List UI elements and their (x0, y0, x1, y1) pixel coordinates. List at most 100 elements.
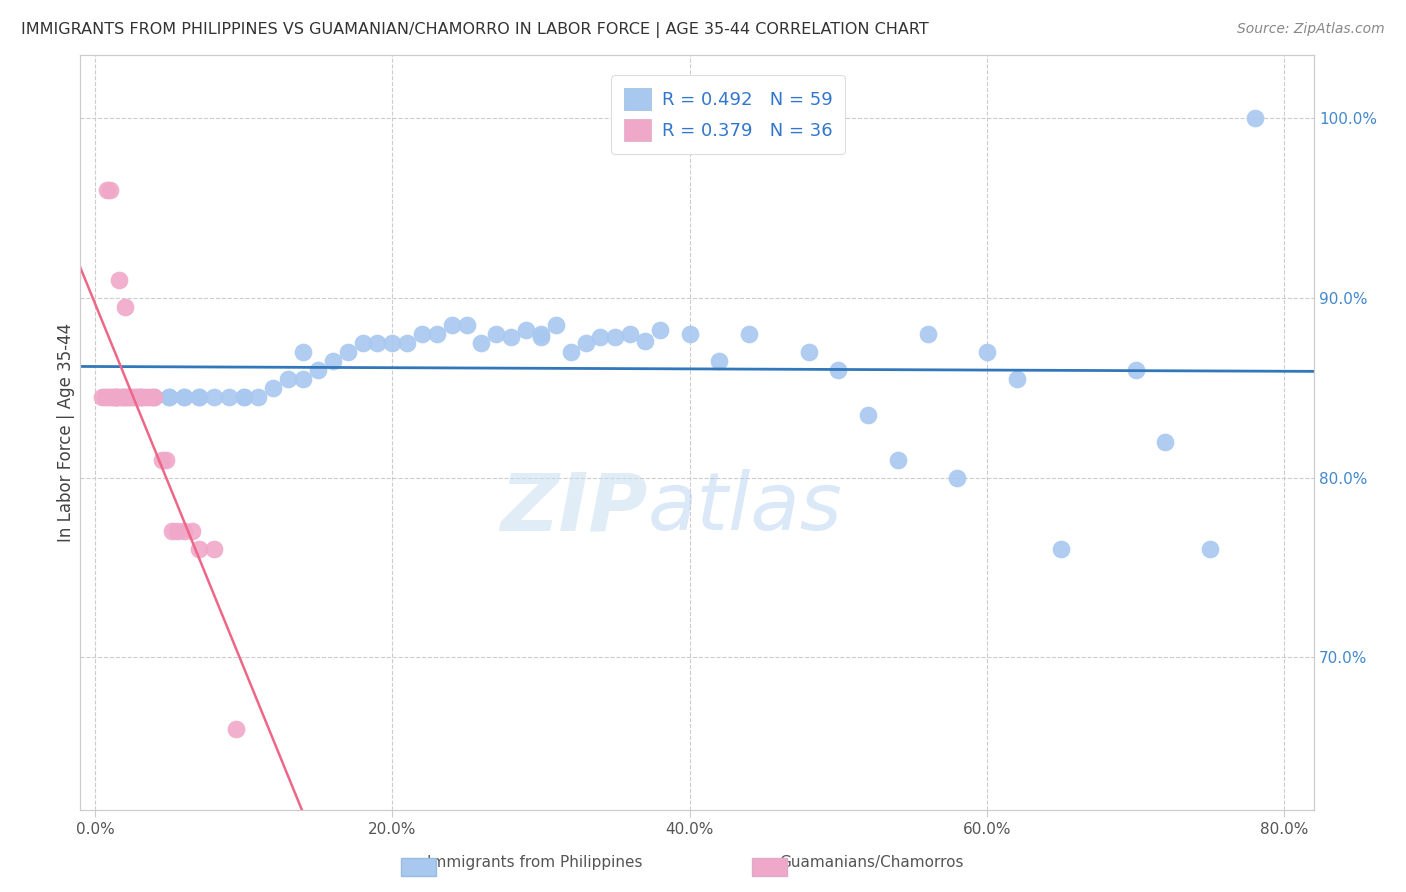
Point (107, 273, 129, 287)
Text: ZIP: ZIP (501, 469, 648, 547)
Point (121, 390, 143, 404)
Point (709, 353, 731, 368)
Point (440, 318, 463, 332)
Point (124, 390, 146, 404)
Point (470, 335, 492, 350)
Point (162, 524, 184, 539)
Point (132, 390, 155, 404)
Point (381, 335, 404, 350)
Point (262, 381, 284, 395)
Point (456, 318, 478, 332)
Text: IMMIGRANTS FROM PHILIPPINES VS GUAMANIAN/CHAMORRO IN LABOR FORCE | AGE 35-44 COR: IMMIGRANTS FROM PHILIPPINES VS GUAMANIAN… (21, 22, 929, 38)
Point (366, 335, 388, 350)
Point (225, 722, 247, 736)
Point (247, 390, 270, 404)
Point (292, 372, 315, 386)
Point (292, 344, 315, 359)
Point (101, 390, 124, 404)
Point (125, 390, 148, 404)
Point (188, 542, 211, 557)
Point (202, 542, 225, 557)
Text: Guamanians/Chamorros: Guamanians/Chamorros (779, 855, 965, 870)
Point (129, 390, 152, 404)
Point (104, 390, 127, 404)
Point (111, 390, 134, 404)
Point (411, 326, 433, 341)
Legend: R = 0.492   N = 59, R = 0.379   N = 36: R = 0.492 N = 59, R = 0.379 N = 36 (612, 76, 845, 153)
Point (530, 330, 553, 344)
Point (173, 390, 195, 404)
Point (111, 390, 134, 404)
Point (173, 524, 195, 539)
Point (141, 390, 163, 404)
Point (105, 390, 128, 404)
Point (1199, 542, 1222, 557)
Point (396, 335, 419, 350)
Point (128, 390, 150, 404)
Point (136, 390, 159, 404)
Point (322, 353, 344, 368)
Point (605, 330, 627, 344)
Text: Source: ZipAtlas.com: Source: ZipAtlas.com (1237, 22, 1385, 37)
Point (114, 390, 136, 404)
Point (976, 344, 998, 359)
Point (336, 344, 359, 359)
Point (856, 408, 879, 422)
Point (501, 330, 523, 344)
Point (917, 326, 939, 341)
Y-axis label: In Labor Force | Age 35-44: In Labor Force | Age 35-44 (58, 323, 75, 542)
Point (118, 390, 141, 404)
Point (218, 390, 240, 404)
Point (180, 524, 202, 539)
Point (91, 390, 114, 404)
Point (1005, 372, 1028, 386)
Point (157, 390, 180, 404)
Point (515, 323, 537, 337)
Point (128, 390, 150, 404)
Point (96, 390, 118, 404)
Point (232, 390, 254, 404)
Point (114, 300, 136, 314)
Point (96, 183, 118, 197)
Point (150, 452, 173, 467)
Point (352, 335, 374, 350)
Point (232, 390, 254, 404)
Point (544, 318, 567, 332)
Point (560, 344, 582, 359)
Point (946, 470, 969, 484)
Point (94, 390, 117, 404)
Point (1243, 111, 1265, 125)
Point (634, 334, 657, 348)
Point (619, 326, 641, 341)
Point (1050, 542, 1073, 557)
Point (887, 452, 910, 467)
Point (589, 330, 612, 344)
Point (530, 326, 553, 341)
Point (114, 390, 136, 404)
Point (648, 323, 671, 337)
Point (98, 183, 121, 197)
Text: atlas: atlas (648, 469, 842, 547)
Point (188, 390, 211, 404)
Point (1125, 362, 1147, 376)
Point (827, 362, 849, 376)
Point (1154, 434, 1177, 449)
Point (485, 326, 508, 341)
Point (157, 390, 180, 404)
Point (143, 390, 166, 404)
Point (574, 335, 596, 350)
Point (202, 390, 225, 404)
Point (173, 390, 195, 404)
Point (98, 390, 121, 404)
Point (277, 372, 299, 386)
Point (307, 362, 329, 376)
Point (117, 390, 139, 404)
Point (797, 344, 820, 359)
Point (103, 390, 125, 404)
Point (155, 452, 177, 467)
Point (188, 390, 211, 404)
Point (105, 390, 128, 404)
Point (143, 390, 166, 404)
Text: Immigrants from Philippines: Immigrants from Philippines (426, 855, 643, 870)
Point (678, 326, 700, 341)
